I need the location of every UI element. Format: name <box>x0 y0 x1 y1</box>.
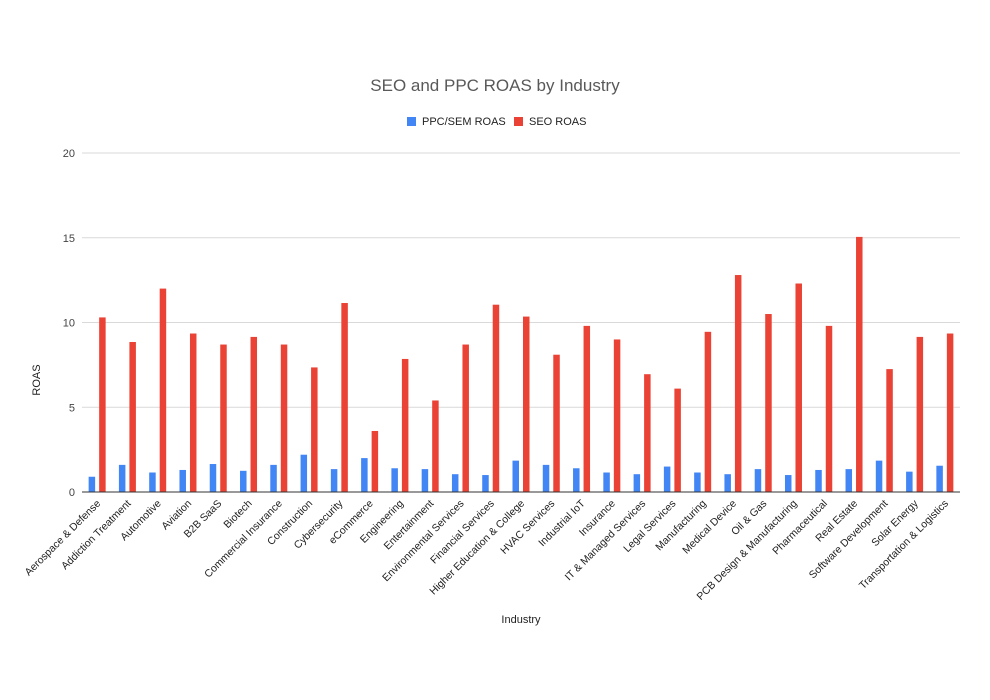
bar-seo-25 <box>856 236 863 492</box>
bar-ppc-7 <box>300 454 308 492</box>
bar-ppc-5 <box>240 470 247 492</box>
legend: PPC/SEM ROAS SEO ROAS <box>407 116 586 128</box>
bar-seo-20 <box>704 331 712 492</box>
bar-ppc-27 <box>906 471 913 492</box>
bar-seo-21 <box>734 275 742 492</box>
legend-swatch-ppc <box>407 117 416 126</box>
bar-seo-4 <box>220 344 227 492</box>
bar-ppc-20 <box>694 472 701 492</box>
bar-ppc-25 <box>845 469 853 492</box>
bar-seo-16 <box>583 325 591 492</box>
y-tick-label: 20 <box>63 148 75 160</box>
y-tick-label: 15 <box>63 233 75 245</box>
bar-seo-28 <box>946 333 954 492</box>
gridlines <box>82 152 960 408</box>
bar-ppc-17 <box>603 472 610 492</box>
bar-ppc-6 <box>270 464 277 492</box>
bar-ppc-21 <box>724 474 731 492</box>
bar-ppc-14 <box>512 460 519 492</box>
bar-seo-10 <box>401 358 409 492</box>
bar-ppc-13 <box>482 475 489 492</box>
legend-swatch-seo <box>514 117 523 126</box>
bar-ppc-18 <box>633 474 641 492</box>
bar-seo-5 <box>250 336 258 492</box>
legend-label-seo: SEO ROAS <box>529 116 586 128</box>
bar-seo-18 <box>644 374 651 492</box>
bar-seo-23 <box>795 283 802 492</box>
bar-seo-2 <box>159 288 167 492</box>
bar-ppc-4 <box>209 464 217 492</box>
bar-seo-8 <box>341 303 348 492</box>
bar-seo-0 <box>99 317 106 492</box>
y-tick-label: 5 <box>69 402 75 414</box>
bar-ppc-9 <box>361 458 368 492</box>
bar-seo-15 <box>553 354 560 492</box>
bar-seo-26 <box>886 369 893 492</box>
bar-seo-24 <box>825 325 833 492</box>
bar-seo-14 <box>523 316 530 492</box>
bar-ppc-15 <box>542 464 550 492</box>
bar-seo-22 <box>765 314 772 492</box>
x-axis-title: Industry <box>501 614 541 626</box>
bar-ppc-22 <box>754 469 762 492</box>
y-axis-title: ROAS <box>31 364 43 395</box>
bar-ppc-3 <box>179 469 186 492</box>
bar-seo-3 <box>189 333 197 492</box>
bar-ppc-12 <box>451 474 459 492</box>
bar-seo-9 <box>371 430 379 492</box>
bar-seo-17 <box>613 339 621 492</box>
bar-ppc-2 <box>149 472 156 492</box>
bar-ppc-8 <box>330 469 338 492</box>
bar-ppc-26 <box>875 460 883 492</box>
bar-ppc-24 <box>815 469 822 492</box>
bars <box>88 236 954 492</box>
bar-seo-7 <box>311 367 318 492</box>
bar-seo-6 <box>280 344 288 492</box>
bar-ppc-23 <box>784 475 792 492</box>
bar-seo-19 <box>674 388 681 492</box>
bar-ppc-16 <box>573 468 580 492</box>
legend-label-ppc: PPC/SEM ROAS <box>422 116 506 128</box>
bar-ppc-0 <box>88 476 96 492</box>
bar-ppc-28 <box>936 465 943 492</box>
bar-seo-1 <box>129 341 136 492</box>
bar-seo-13 <box>492 304 500 492</box>
y-tick-label: 0 <box>69 487 75 499</box>
bar-seo-11 <box>432 400 439 492</box>
bar-ppc-19 <box>663 466 671 492</box>
y-axis-ticks: 0 5 10 15 20 <box>63 148 75 499</box>
chart-title: SEO and PPC ROAS by Industry <box>370 76 620 95</box>
y-tick-label: 10 <box>63 318 75 330</box>
bar-ppc-10 <box>391 468 398 492</box>
bar-seo-12 <box>462 344 469 492</box>
bar-ppc-11 <box>421 469 429 492</box>
bar-ppc-1 <box>118 464 126 492</box>
bar-seo-27 <box>916 336 924 492</box>
